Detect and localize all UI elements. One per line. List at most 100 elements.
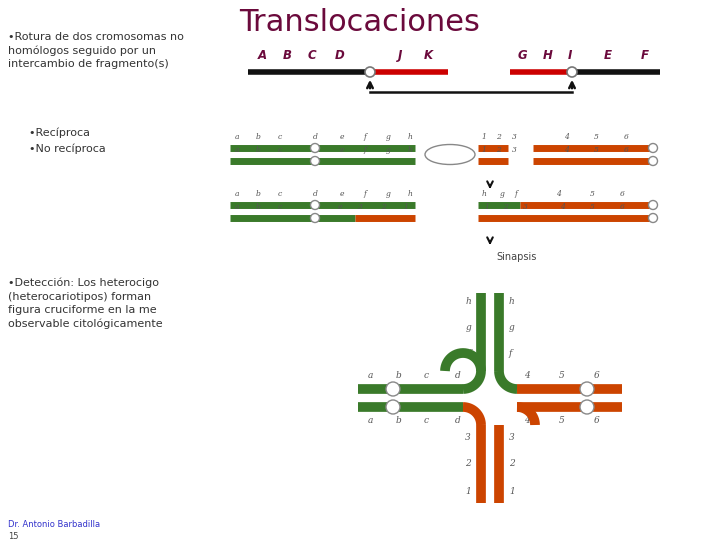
Text: 6: 6 bbox=[620, 203, 624, 211]
Text: b: b bbox=[256, 146, 261, 154]
Circle shape bbox=[310, 144, 320, 152]
Text: I: I bbox=[568, 49, 572, 62]
Text: 4: 4 bbox=[564, 146, 568, 154]
Text: 1: 1 bbox=[404, 203, 408, 211]
Text: b: b bbox=[395, 371, 401, 380]
Circle shape bbox=[365, 67, 375, 77]
Text: •Rotura de dos cromosomas no
homólogos seguido por un
intercambio de fragmento(s: •Rotura de dos cromosomas no homólogos s… bbox=[8, 32, 184, 69]
Text: 6: 6 bbox=[624, 133, 629, 141]
Text: F: F bbox=[641, 49, 649, 62]
Text: c: c bbox=[278, 203, 282, 211]
Circle shape bbox=[649, 157, 657, 165]
Text: f: f bbox=[364, 146, 366, 154]
Text: h: h bbox=[509, 296, 515, 306]
Circle shape bbox=[580, 400, 594, 414]
Text: 1: 1 bbox=[465, 487, 471, 496]
Text: f: f bbox=[515, 190, 518, 198]
Text: g: g bbox=[500, 190, 505, 198]
Text: b: b bbox=[256, 190, 261, 198]
Circle shape bbox=[310, 157, 320, 165]
Text: f: f bbox=[364, 133, 366, 141]
Text: d: d bbox=[312, 146, 318, 154]
Text: 6: 6 bbox=[594, 371, 600, 380]
Text: •Recíproca
  •No recíproca: •Recíproca •No recíproca bbox=[22, 128, 106, 154]
Text: d: d bbox=[455, 371, 461, 380]
Text: c: c bbox=[278, 190, 282, 198]
Text: b: b bbox=[395, 416, 401, 425]
Text: 4: 4 bbox=[556, 190, 560, 198]
Text: d: d bbox=[312, 203, 318, 211]
Text: 2: 2 bbox=[381, 203, 385, 211]
Text: E: E bbox=[604, 49, 612, 62]
Text: e: e bbox=[475, 371, 481, 380]
Circle shape bbox=[649, 200, 657, 210]
Circle shape bbox=[580, 382, 594, 396]
Text: 1: 1 bbox=[509, 487, 515, 496]
Text: 2: 2 bbox=[465, 458, 471, 468]
Text: e: e bbox=[338, 203, 342, 211]
Text: B: B bbox=[282, 49, 292, 62]
Text: h: h bbox=[408, 133, 413, 141]
Text: 4: 4 bbox=[524, 371, 530, 380]
Text: 3: 3 bbox=[509, 434, 515, 442]
Text: H: H bbox=[543, 49, 553, 62]
Text: d: d bbox=[455, 416, 461, 425]
Text: 3: 3 bbox=[512, 133, 516, 141]
Text: J: J bbox=[398, 49, 402, 62]
Text: 6: 6 bbox=[624, 146, 629, 154]
Text: 3: 3 bbox=[465, 434, 471, 442]
Text: 2: 2 bbox=[509, 458, 515, 468]
Text: 5: 5 bbox=[559, 416, 565, 425]
Text: 15: 15 bbox=[8, 532, 19, 540]
Text: a: a bbox=[367, 416, 373, 425]
Text: D: D bbox=[335, 49, 345, 62]
Text: 5: 5 bbox=[590, 190, 595, 198]
Circle shape bbox=[649, 144, 657, 152]
Text: c: c bbox=[423, 371, 428, 380]
Text: C: C bbox=[307, 49, 316, 62]
Text: e: e bbox=[340, 190, 344, 198]
Text: 5: 5 bbox=[559, 371, 565, 380]
Text: a: a bbox=[235, 190, 239, 198]
Circle shape bbox=[567, 67, 577, 77]
Text: 5: 5 bbox=[593, 133, 598, 141]
Text: A: A bbox=[258, 49, 266, 62]
Text: e: e bbox=[340, 133, 344, 141]
Text: h: h bbox=[482, 190, 487, 198]
Text: c: c bbox=[278, 146, 282, 154]
Text: G: G bbox=[517, 49, 527, 62]
Text: d: d bbox=[312, 190, 318, 198]
Text: a: a bbox=[367, 371, 373, 380]
Text: 5: 5 bbox=[593, 146, 598, 154]
Text: Dr. Antonio Barbadilla: Dr. Antonio Barbadilla bbox=[8, 520, 100, 529]
Text: 2: 2 bbox=[495, 146, 500, 154]
Text: c: c bbox=[278, 133, 282, 141]
Text: g: g bbox=[509, 323, 515, 333]
Text: a: a bbox=[235, 203, 239, 211]
Text: d: d bbox=[312, 133, 318, 141]
Text: K: K bbox=[423, 49, 433, 62]
Text: 1: 1 bbox=[482, 146, 487, 154]
Text: a: a bbox=[235, 133, 239, 141]
Text: h: h bbox=[465, 296, 471, 306]
Text: c: c bbox=[423, 416, 428, 425]
Text: 5: 5 bbox=[590, 203, 595, 211]
Text: b: b bbox=[256, 133, 261, 141]
Text: e: e bbox=[475, 416, 481, 425]
Text: 3: 3 bbox=[523, 203, 528, 211]
Text: f: f bbox=[364, 190, 366, 198]
Text: a: a bbox=[235, 146, 239, 154]
Text: g: g bbox=[386, 146, 390, 154]
Text: g: g bbox=[386, 133, 390, 141]
Text: g: g bbox=[386, 190, 390, 198]
Text: 2: 2 bbox=[503, 203, 508, 211]
Text: 3: 3 bbox=[358, 203, 362, 211]
Text: 2: 2 bbox=[495, 133, 500, 141]
Text: g: g bbox=[465, 323, 471, 333]
Text: b: b bbox=[256, 203, 261, 211]
Text: 6: 6 bbox=[594, 416, 600, 425]
Text: 1: 1 bbox=[482, 133, 487, 141]
Text: 4: 4 bbox=[564, 133, 568, 141]
Text: 4: 4 bbox=[559, 203, 564, 211]
Circle shape bbox=[386, 400, 400, 414]
